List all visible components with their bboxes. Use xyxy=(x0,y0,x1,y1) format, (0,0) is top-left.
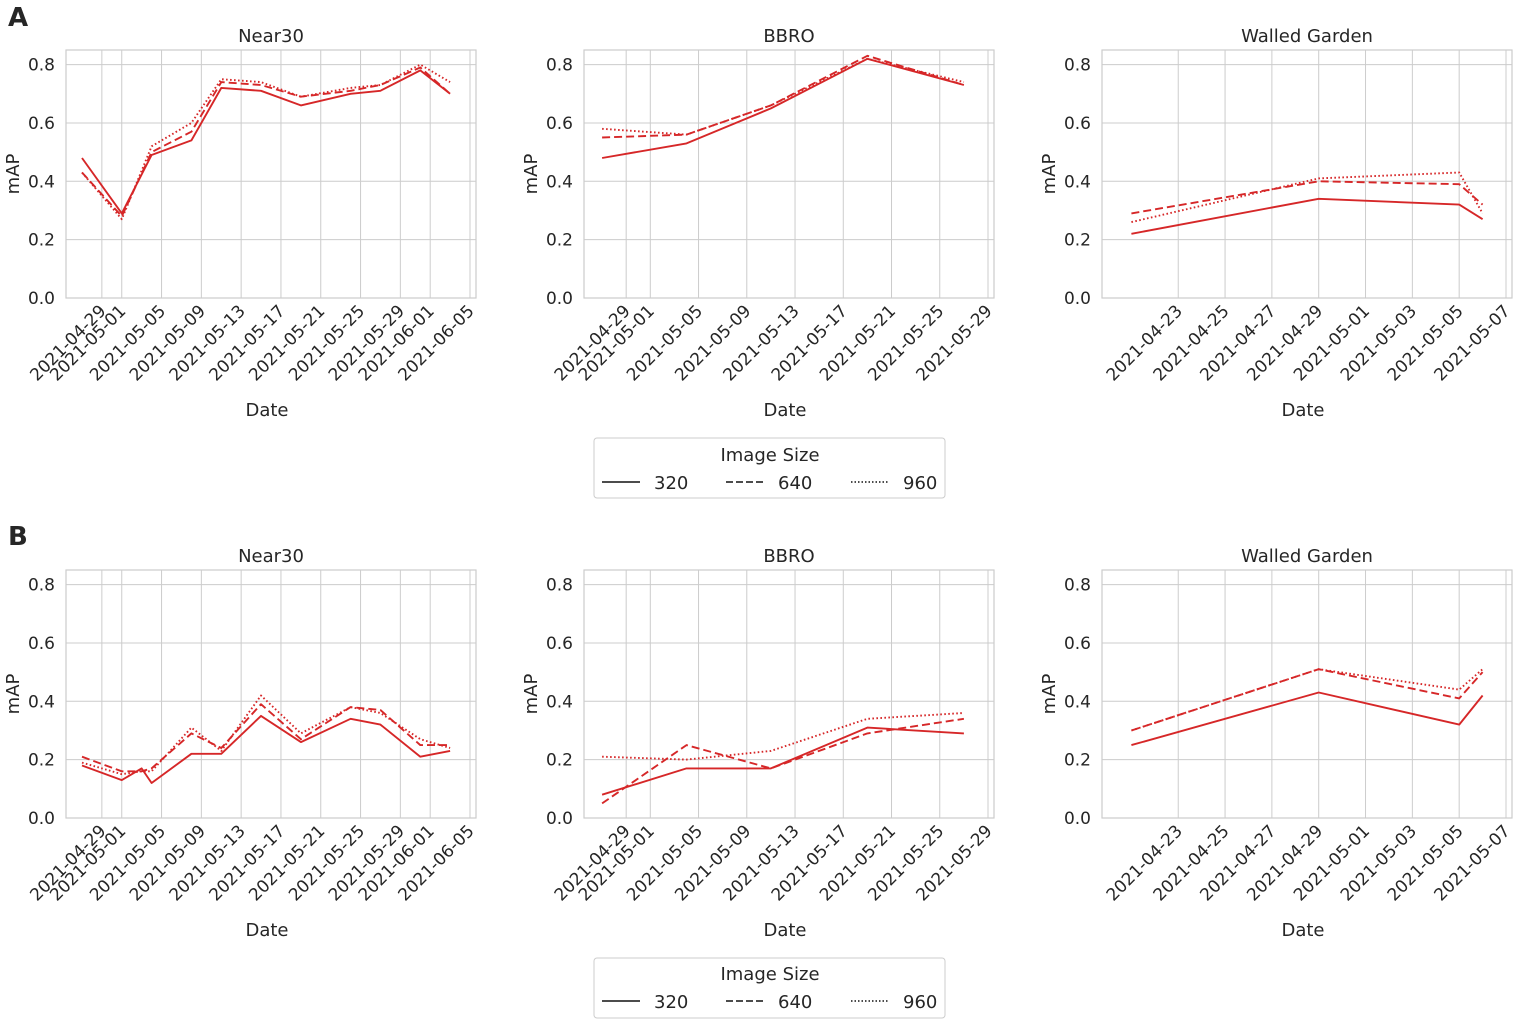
chart-b-3: 0.00.20.40.60.82021-04-232021-04-252021-… xyxy=(1039,546,1515,941)
series-line-640 xyxy=(601,717,965,805)
plot-frame xyxy=(1101,49,1513,299)
chart-title: BBRO xyxy=(763,546,814,567)
series-line-320 xyxy=(81,69,451,215)
series-line-320 xyxy=(601,57,965,159)
legend-b: Image Size 320 640 960 xyxy=(593,957,946,1019)
chart-title: Near30 xyxy=(238,26,304,47)
legend-a-label-640: 640 xyxy=(778,473,812,494)
legend-a-label-320: 320 xyxy=(654,473,688,494)
x-axis-label: Date xyxy=(763,400,806,421)
chart-a-2: 0.00.20.40.60.82021-04-292021-05-012021-… xyxy=(521,26,997,421)
y-tick-label: 0.2 xyxy=(1064,231,1091,251)
series-line-320 xyxy=(601,726,964,796)
chart-b-1: 0.00.20.40.60.82021-04-292021-05-012021-… xyxy=(3,546,479,941)
y-axis-label: mAP xyxy=(3,674,24,715)
x-axis-label: Date xyxy=(1281,920,1324,941)
y-tick-label: 0.6 xyxy=(546,634,573,654)
legend-a: Image Size 320 640 960 xyxy=(593,437,946,499)
y-tick-label: 0.2 xyxy=(1064,751,1091,771)
y-tick-label: 0.4 xyxy=(28,172,55,192)
series-line-640 xyxy=(81,66,451,218)
y-tick-label: 0.0 xyxy=(28,289,55,309)
y-tick-label: 0.2 xyxy=(546,231,573,251)
chart-title: Walled Garden xyxy=(1241,546,1373,567)
y-tick-label: 0.8 xyxy=(546,576,573,596)
chart-title: Walled Garden xyxy=(1241,26,1373,47)
y-tick-label: 0.8 xyxy=(1064,56,1091,76)
plot-frame xyxy=(65,49,477,299)
y-tick-label: 0.4 xyxy=(1064,692,1091,712)
y-tick-label: 0.2 xyxy=(28,231,55,251)
legend-b-label-640: 640 xyxy=(778,992,812,1013)
y-tick-label: 0.0 xyxy=(1064,289,1091,309)
x-axis-label: Date xyxy=(245,400,288,421)
legend-a-label-960: 960 xyxy=(903,473,937,494)
y-tick-label: 0.0 xyxy=(28,809,55,829)
chart-title: BBRO xyxy=(763,26,814,47)
series-line-640 xyxy=(1131,668,1484,732)
plot-frame xyxy=(583,49,995,299)
y-tick-label: 0.8 xyxy=(546,56,573,76)
series-line-320 xyxy=(1131,691,1484,747)
y-tick-label: 0.4 xyxy=(1064,172,1091,192)
series-line-960 xyxy=(1131,171,1484,224)
y-tick-label: 0.8 xyxy=(28,576,55,596)
panel-label-a: A xyxy=(8,3,28,33)
legend-b-label-320: 320 xyxy=(654,992,688,1013)
y-axis-label: mAP xyxy=(3,154,24,195)
chart-a-1: 0.00.20.40.60.82021-04-292021-05-012021-… xyxy=(3,26,479,421)
series-line-960 xyxy=(81,694,451,776)
series-line-320 xyxy=(1131,197,1484,235)
y-tick-label: 0.6 xyxy=(546,114,573,134)
legend-b-title: Image Size xyxy=(720,964,819,985)
y-tick-label: 0.4 xyxy=(546,692,573,712)
series-line-640 xyxy=(602,54,965,139)
series-line-960 xyxy=(1131,668,1484,732)
y-tick-label: 0.6 xyxy=(1064,634,1091,654)
series-line-640 xyxy=(1131,180,1484,215)
series-line-960 xyxy=(602,712,964,761)
y-tick-label: 0.4 xyxy=(28,692,55,712)
y-tick-label: 0.0 xyxy=(546,289,573,309)
y-axis-label: mAP xyxy=(1039,154,1060,195)
plot-frame xyxy=(1101,569,1513,819)
series-line-960 xyxy=(602,57,965,136)
chart-title: Near30 xyxy=(238,546,304,567)
legend-b-frame xyxy=(593,957,946,1019)
y-tick-label: 0.0 xyxy=(1064,809,1091,829)
plot-frame xyxy=(583,569,995,819)
x-axis-label: Date xyxy=(245,920,288,941)
legend-a-frame xyxy=(593,437,946,499)
series-line-960 xyxy=(81,63,451,221)
y-tick-label: 0.6 xyxy=(1064,114,1091,134)
x-axis-label: Date xyxy=(1281,400,1324,421)
y-tick-label: 0.4 xyxy=(546,172,573,192)
y-tick-label: 0.6 xyxy=(28,114,55,134)
series-line-640 xyxy=(81,703,451,773)
chart-a-3: 0.00.20.40.60.82021-04-232021-04-252021-… xyxy=(1039,26,1515,421)
panel-label-b: B xyxy=(8,522,28,552)
y-tick-label: 0.8 xyxy=(1064,576,1091,596)
y-axis-label: mAP xyxy=(521,674,542,715)
legend-a-title: Image Size xyxy=(720,445,819,466)
chart-b-2: 0.00.20.40.60.82021-04-292021-05-012021-… xyxy=(521,546,997,941)
y-tick-label: 0.8 xyxy=(28,56,55,76)
series-line-320 xyxy=(81,714,451,784)
plot-frame xyxy=(65,569,477,819)
legend-b-label-960: 960 xyxy=(903,992,937,1013)
y-tick-label: 0.2 xyxy=(546,751,573,771)
y-tick-label: 0.0 xyxy=(546,809,573,829)
y-tick-label: 0.2 xyxy=(28,751,55,771)
y-tick-label: 0.6 xyxy=(28,634,55,654)
x-axis-label: Date xyxy=(763,920,806,941)
y-axis-label: mAP xyxy=(1039,674,1060,715)
y-axis-label: mAP xyxy=(521,154,542,195)
